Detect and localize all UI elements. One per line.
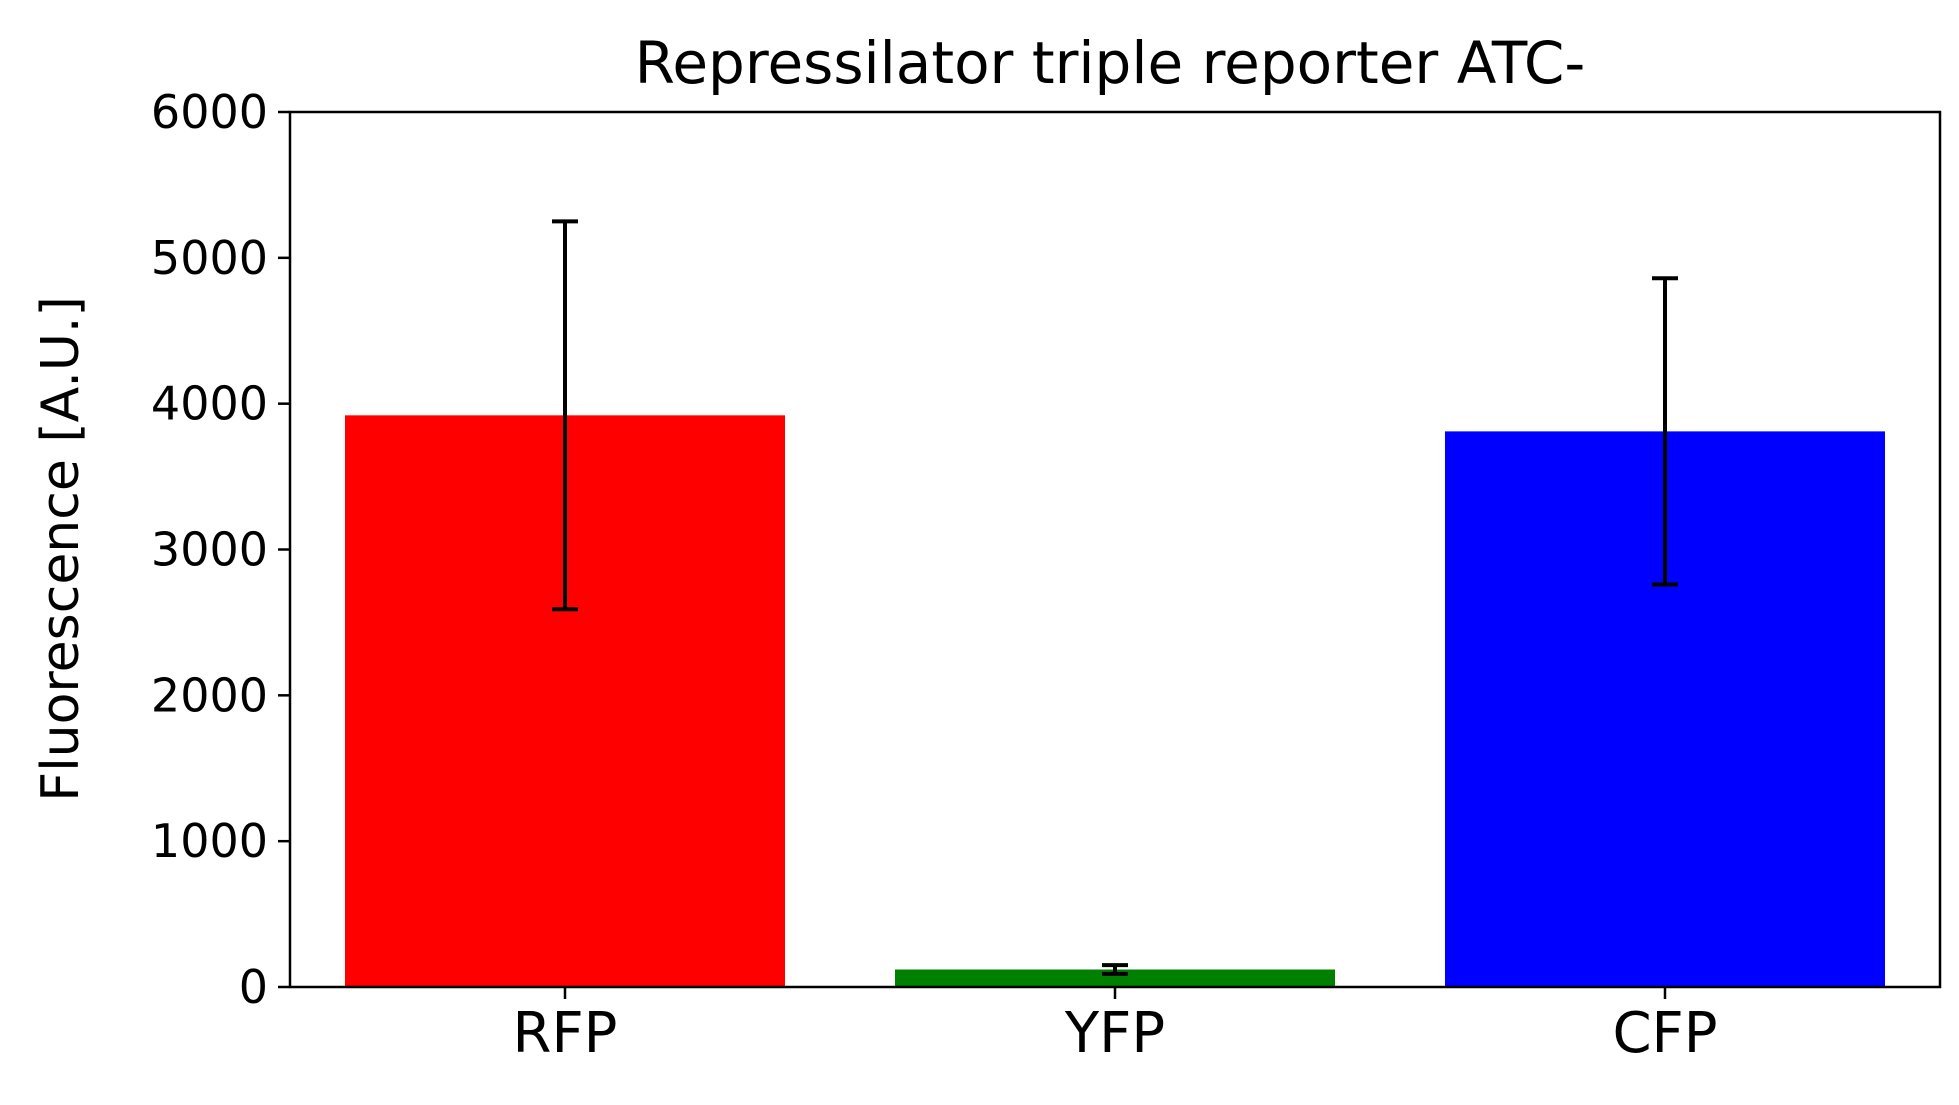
y-tick-label: 5000 — [151, 231, 268, 285]
y-tick-label: 6000 — [151, 85, 268, 139]
bars-layer — [345, 415, 1885, 987]
x-tick-label: CFP — [1612, 1001, 1717, 1066]
plot-frame — [288, 110, 1942, 989]
error-bar-yfp — [1102, 963, 1128, 976]
y-tick-label: 4000 — [151, 377, 268, 431]
x-tick-label: RFP — [513, 1001, 618, 1066]
y-axis: 0 1000 2000 3000 4000 5000 6000 — [151, 85, 290, 1014]
x-axis: RFP YFP CFP — [513, 987, 1718, 1066]
y-tick-label: 1000 — [151, 814, 268, 868]
y-axis-label: Fluorescence [A.U.] — [31, 296, 91, 801]
bar-yfp — [895, 969, 1335, 987]
chart-title: Repressilator triple reporter ATC- — [635, 29, 1586, 97]
error-bar-cfp — [1652, 276, 1678, 587]
x-tick-label: YFP — [1064, 1001, 1165, 1066]
error-bars-layer — [552, 219, 1678, 976]
y-tick-label: 0 — [239, 960, 268, 1014]
y-tick-label: 3000 — [151, 523, 268, 577]
y-tick-label: 2000 — [151, 668, 268, 722]
error-bar-rfp — [552, 219, 578, 612]
